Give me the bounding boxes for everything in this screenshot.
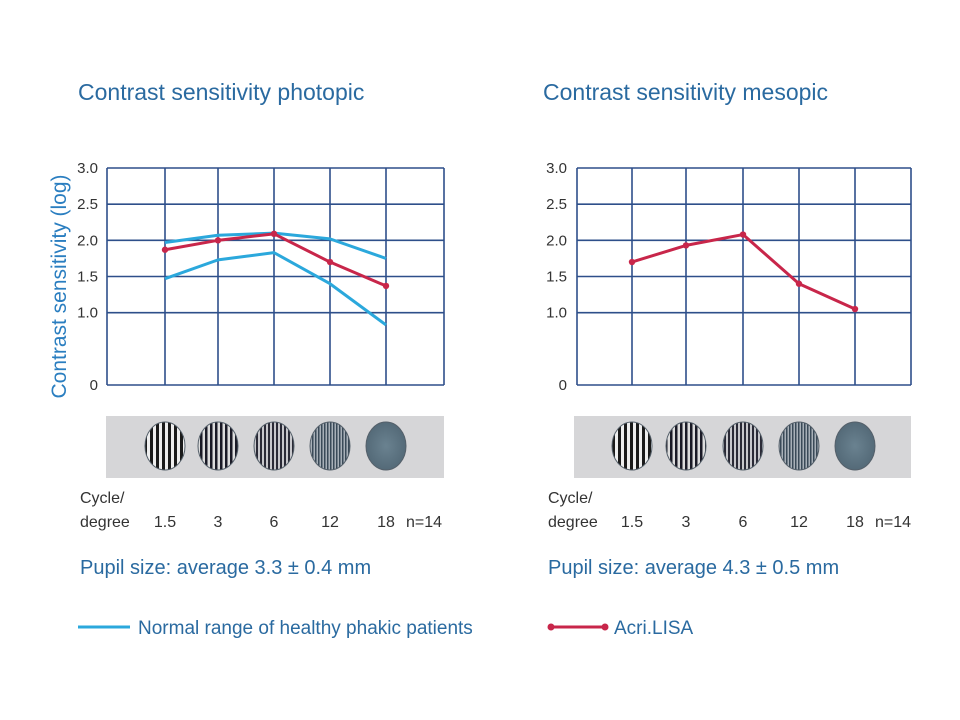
y-tick-label: 1.0 xyxy=(77,305,98,322)
n-label: n=14 xyxy=(875,514,911,531)
y-tick-label: 2.0 xyxy=(77,232,98,249)
x-axis-label-line2: degree xyxy=(80,514,130,531)
data-point-acri xyxy=(795,280,803,287)
chart-title: Contrast sensitivity mesopic xyxy=(543,79,828,105)
y-tick-label: 2.5 xyxy=(546,196,567,213)
y-tick-label: 3.0 xyxy=(77,160,98,177)
x-tick-label: 1.5 xyxy=(621,514,643,531)
y-tick-label: 0 xyxy=(90,377,98,394)
data-point-acri xyxy=(851,305,859,313)
data-point-acri xyxy=(326,258,334,266)
y-tick-label: 2.0 xyxy=(546,232,567,249)
chart-2: Contrast sensitivity mesopic 0 1.0 1.5 2.0 2.… xyxy=(543,79,912,579)
pupil-size-note: Pupil size: average 4.3 ± 0.5 mm xyxy=(548,557,839,579)
x-tick-label: 12 xyxy=(321,514,339,531)
grating-disc xyxy=(665,421,707,471)
data-point-acri xyxy=(270,230,278,238)
legend-acri-label: Acri.LISA xyxy=(614,618,694,639)
x-tick-label: 6 xyxy=(739,514,748,531)
y-tick-label: 3.0 xyxy=(546,160,567,177)
grating-disc xyxy=(778,421,820,471)
data-point-acri xyxy=(628,258,636,266)
y-tick-label: 1.5 xyxy=(77,269,98,286)
grating-disc xyxy=(197,421,239,471)
legend-acri-marker-right xyxy=(601,623,609,631)
legend-acri-marker-left xyxy=(547,623,555,631)
x-axis-label-line2: degree xyxy=(548,514,598,531)
data-point-acri xyxy=(161,246,169,253)
y-tick-label: 2.5 xyxy=(77,196,98,213)
data-point-acri xyxy=(214,237,222,244)
series-line-normal_lower xyxy=(164,251,387,327)
y-axis-label: Contrast sensitivity (log) xyxy=(48,174,71,398)
pupil-size-note: Pupil size: average 3.3 ± 0.4 mm xyxy=(80,557,371,579)
x-axis-label-line1: Cycle/ xyxy=(548,490,593,507)
x-tick-label: 18 xyxy=(846,514,864,531)
grating-disc xyxy=(144,421,186,471)
data-point-acri xyxy=(382,282,390,290)
grating-disc xyxy=(365,421,407,471)
grating-disc xyxy=(722,421,764,471)
series-line-acri xyxy=(164,232,387,288)
legend: Normal range of healthy phakic patients … xyxy=(78,618,694,639)
y-tick-label: 1.5 xyxy=(546,269,567,286)
x-tick-label: 6 xyxy=(270,514,279,531)
grating-disc xyxy=(309,421,351,471)
data-point-acri xyxy=(682,242,690,249)
y-tick-label: 1.0 xyxy=(546,305,567,322)
x-axis-label-line1: Cycle/ xyxy=(80,490,125,507)
x-tick-label: 1.5 xyxy=(154,514,176,531)
x-tick-label: 3 xyxy=(682,514,691,531)
x-tick-label: 3 xyxy=(214,514,223,531)
charts-layer: Contrast sensitivity photopic Contrast se… xyxy=(48,79,912,579)
grating-disc xyxy=(253,421,295,471)
data-point-acri xyxy=(739,231,747,238)
chart-1: Contrast sensitivity photopic Contrast se… xyxy=(48,79,445,579)
x-tick-label: 18 xyxy=(377,514,395,531)
grating-disc xyxy=(834,421,876,471)
chart-title: Contrast sensitivity photopic xyxy=(78,79,364,105)
legend-normal-label: Normal range of healthy phakic patients xyxy=(138,618,473,639)
grating-disc xyxy=(611,421,653,471)
n-label: n=14 xyxy=(406,514,442,531)
x-tick-label: 12 xyxy=(790,514,808,531)
y-tick-label: 0 xyxy=(559,377,567,394)
